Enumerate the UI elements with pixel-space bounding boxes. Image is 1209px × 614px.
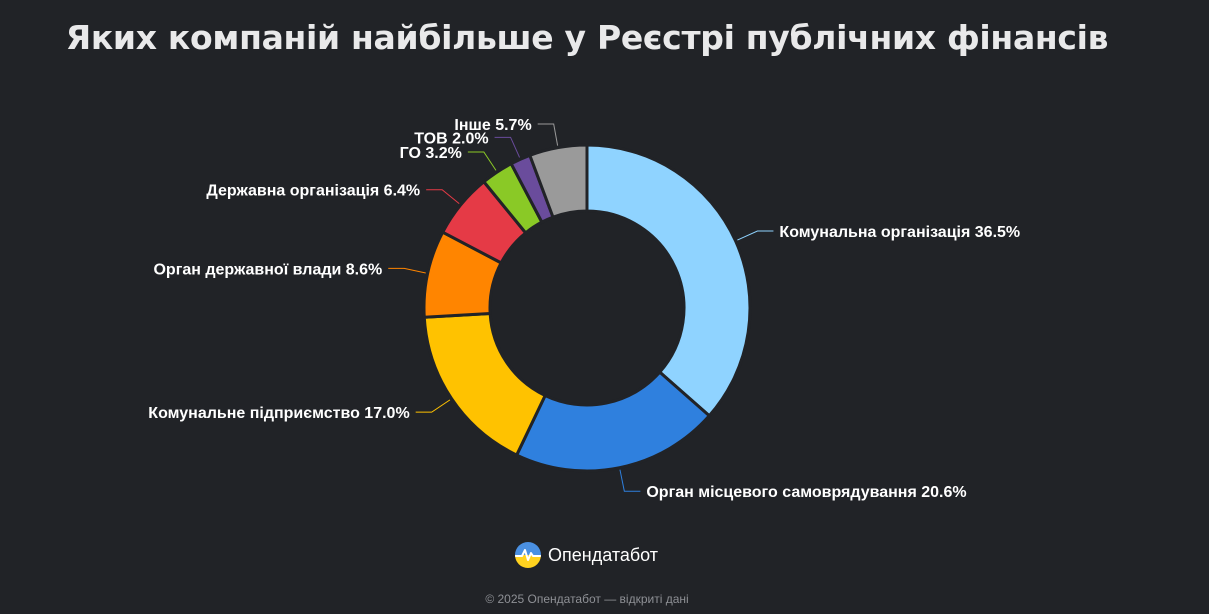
- slice-label-3: Орган державної влади 8.6%: [153, 261, 382, 278]
- chart-title: Яких компаній найбільше у Реєстрі публіч…: [65, 18, 1109, 57]
- slice-label-0: Комунальна організація 36.5%: [779, 224, 1020, 241]
- leader-line-7: [537, 123, 559, 146]
- leader-line-6: [494, 136, 521, 158]
- footer-copyright: © 2025 Опендатабот — відкриті дані: [485, 592, 689, 606]
- leader-line-1: [619, 469, 641, 492]
- leader-line-0: [737, 230, 774, 241]
- slice-label-4: Державна організація 6.4%: [206, 183, 420, 200]
- slice-label-5: ГО 3.2%: [400, 145, 462, 162]
- leader-line-2: [415, 399, 451, 413]
- slice-label-6: ТОВ 2.0%: [414, 130, 488, 147]
- slice-2[interactable]: [422, 311, 547, 457]
- opendatabot-logo: Опендатабот: [514, 540, 658, 570]
- slice-label-1: Орган місцевого самоврядування 20.6%: [646, 484, 966, 501]
- leader-line-5: [467, 151, 497, 171]
- leader-line-4: [426, 189, 460, 205]
- logo-text: Опендатабот: [548, 544, 659, 565]
- opendatabot-logo-icon: [515, 542, 541, 568]
- leader-line-3: [388, 267, 426, 274]
- slice-0[interactable]: [585, 143, 752, 418]
- slice-label-2: Комунальне підприємство 17.0%: [148, 405, 409, 422]
- slice-label-7: Інше 5.7%: [454, 117, 531, 134]
- slice-7[interactable]: [528, 143, 589, 219]
